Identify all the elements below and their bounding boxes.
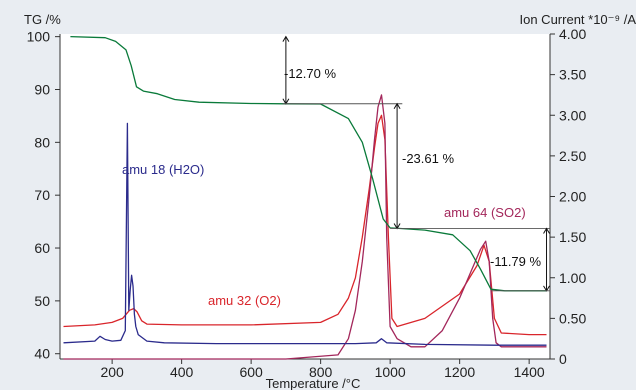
y-right-tick-label: 2.00 [559, 189, 586, 205]
x-tick-label: 200 [100, 364, 124, 380]
x-tick-label: 400 [170, 364, 194, 380]
y-left-tick-label: 90 [34, 81, 50, 97]
x-axis-title: Temperature /°C [266, 376, 361, 390]
series-line-0 [70, 35, 547, 292]
y-right-tick-label: 4.00 [559, 26, 586, 42]
y-left-tick-label: 50 [34, 293, 50, 309]
y-left-tick-label: 60 [34, 240, 50, 256]
x-tick-label: 1000 [375, 364, 406, 380]
annotation-arrow-1-head-top [282, 35, 290, 42]
annotation-label-1: -12.70 % [284, 66, 336, 81]
y-left-axis-title: TG /% [24, 12, 61, 27]
annotation-label-3: -11.79 % [490, 254, 542, 269]
series-label-2: amu 32 (O2) [208, 293, 281, 308]
x-tick-label: 1200 [444, 364, 475, 380]
annotation-arrow-3-head-top [543, 227, 550, 234]
y-left-tick-label: 100 [27, 29, 51, 45]
labels: TG /% Ion Current *10⁻⁹ /A Temperature /°C… [24, 12, 636, 390]
series-line-1 [63, 122, 547, 346]
x-tick-label: 600 [239, 364, 263, 380]
y-left-tick-label: 70 [34, 187, 50, 203]
series-line-2 [63, 114, 547, 336]
series-lines [63, 35, 547, 360]
y-right-tick-label: 1.50 [559, 229, 586, 245]
y-left-tick-label: 80 [34, 134, 50, 150]
y-right-axis-title: Ion Current *10⁻⁹ /A [520, 12, 636, 27]
x-tick-label: 1400 [514, 364, 545, 380]
y-right-tick-label: 3.50 [559, 67, 586, 83]
y-right-tick-label: 1.00 [559, 270, 586, 286]
series-line-3 [63, 94, 547, 360]
plot-area [60, 34, 550, 359]
y-left-tick-label: 40 [34, 346, 50, 362]
y-right-tick-label: 0 [559, 351, 567, 367]
ticks: 200 400 600 800 1000 1200 14004050607080901000… [27, 26, 587, 380]
annotations: -12.70 % -23.61 % -11.79 % [282, 35, 550, 292]
y-right-tick-label: 2.50 [559, 148, 586, 164]
series-label-3: amu 64 (SO2) [444, 205, 526, 220]
x-tick-label: 800 [309, 364, 333, 380]
series-label-1: amu 18 (H2O) [122, 162, 204, 177]
annotation-label-2: -23.61 % [402, 151, 454, 166]
y-right-tick-label: 3.00 [559, 107, 586, 123]
y-right-tick-label: 0.50 [559, 310, 586, 326]
annotation-arrow-2-head-top [393, 102, 401, 110]
